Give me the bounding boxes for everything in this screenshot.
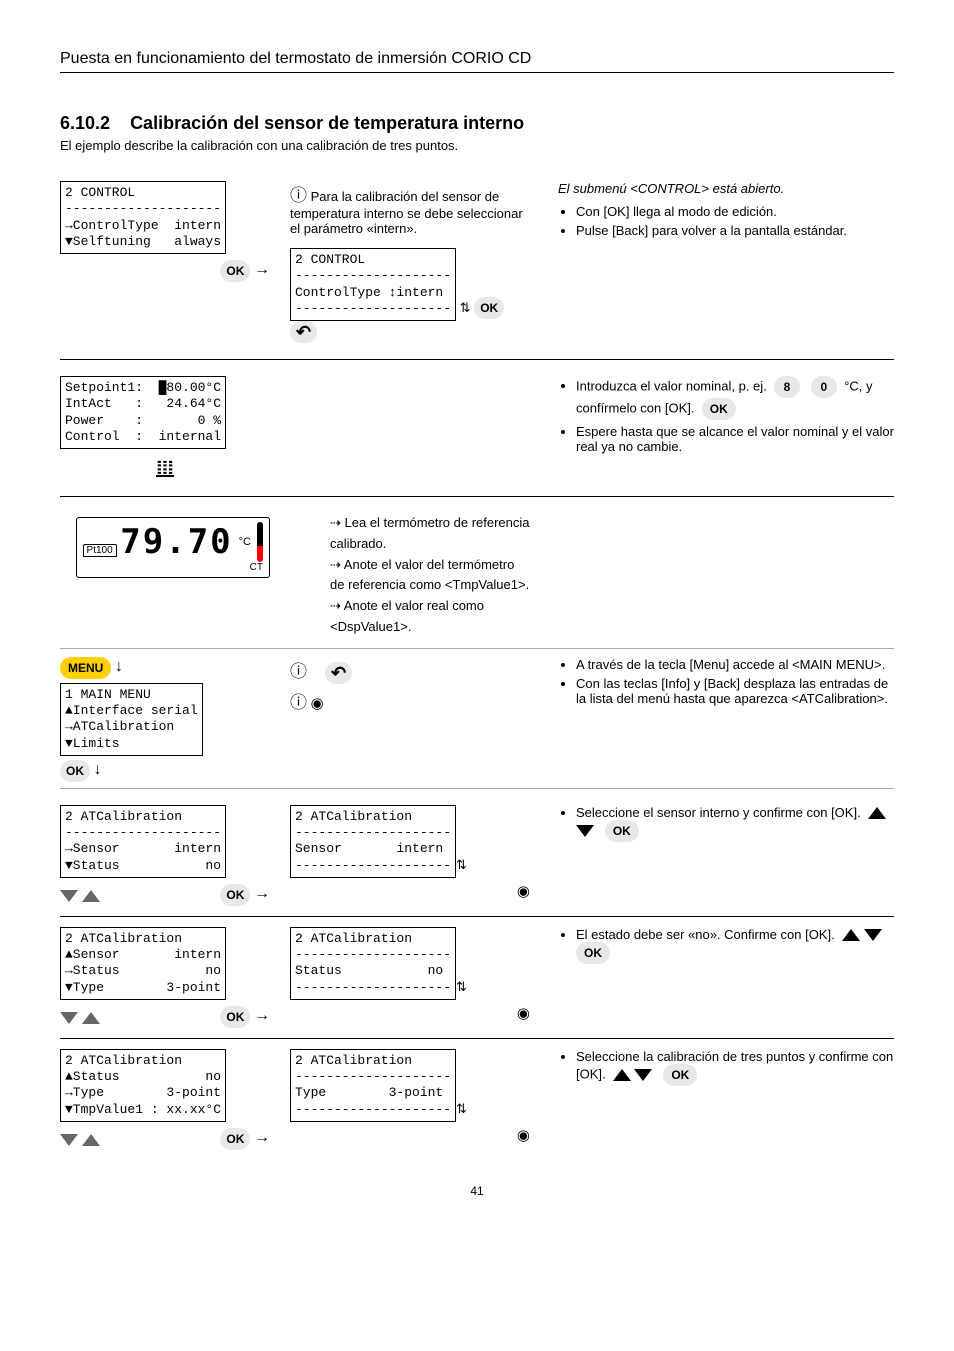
lcd-setpoint: Setpoint1: █80.00°C IntAct : 24.64°C Pow… (60, 376, 226, 449)
text: Introduzca el valor nominal, p. ej. (576, 378, 770, 393)
eye-icon (517, 884, 530, 899)
flicker-icon: ⇅ (456, 1102, 467, 1115)
up-triangle-icon (842, 929, 860, 941)
lcd-cal-left: 2 ATCalibration -------------------- →Se… (60, 805, 226, 878)
back-button[interactable]: ↶ (290, 321, 317, 343)
up-triangle-icon (82, 1134, 100, 1146)
seg-unit: °C (239, 536, 251, 548)
ok-button[interactable]: OK (60, 760, 90, 782)
ok-button[interactable]: OK (663, 1064, 697, 1086)
section-heading-block: 6.10.2 Calibración del sensor de tempera… (60, 113, 894, 153)
ok-button[interactable]: OK (576, 942, 610, 964)
eye-icon (517, 1128, 530, 1143)
list-item: Con las teclas [Info] y [Back] desplaza … (576, 676, 894, 706)
lcd-control-menu: 2 CONTROL -------------------- →ControlT… (60, 181, 226, 254)
lcd-main-menu: 1 MAIN MENU ▲Interface serial →ATCalibra… (60, 683, 203, 756)
cal-row: 2 ATCalibration ▲Status no →Type 3-point… (60, 1038, 894, 1160)
list-item: Espere hasta que se alcance el valor nom… (576, 424, 894, 454)
divider (60, 359, 894, 360)
list-item: Seleccione el sensor interno y confirme … (576, 805, 894, 842)
ok-button[interactable]: OK (702, 398, 736, 420)
down-triangle-icon (576, 825, 594, 837)
down-triangle-icon (864, 929, 882, 941)
divider (60, 496, 894, 497)
arrow-down-icon (115, 659, 123, 674)
ok-button[interactable]: OK (220, 1006, 250, 1028)
info-icon (290, 696, 307, 711)
ok-button[interactable]: OK (220, 1128, 250, 1150)
flicker-icon: ⇅ (460, 301, 471, 314)
divider (60, 788, 894, 789)
step2-bullets: Introduzca el valor nominal, p. ej. 8 0 … (558, 376, 894, 454)
back-button[interactable]: ↶ (325, 662, 352, 684)
digit-key-8[interactable]: 8 (774, 376, 800, 398)
pt100-label: Pt100 (83, 544, 117, 557)
down-triangle-icon (634, 1069, 652, 1081)
text: Anote el valor real como <DspValue1>. (330, 598, 484, 634)
calibration-rows: 2 ATCalibration -------------------- →Se… (60, 795, 894, 1160)
text (804, 378, 808, 393)
list-item: Con [OK] llega al modo de edición. (576, 204, 894, 219)
thermometer-icon (257, 522, 263, 562)
eye-icon (311, 696, 324, 711)
down-triangle-icon (60, 890, 78, 902)
text: Anote el valor del termómetro de referen… (330, 557, 529, 593)
lcd-cal-mid: 2 ATCalibration -------------------- Sta… (290, 927, 456, 1000)
ok-button[interactable]: OK (474, 297, 504, 319)
ok-button[interactable]: OK (220, 260, 250, 282)
arrow-right-icon (254, 1130, 270, 1145)
page-header: Puesta en funcionamiento del termostato … (60, 50, 894, 73)
reference-thermometer: Pt100 79.70 °C CT (76, 517, 270, 578)
arrow-right-icon (254, 886, 270, 901)
step1-bullets: Con [OK] llega al modo de edición. Pulse… (558, 204, 894, 238)
page-number: 41 (60, 1184, 894, 1198)
step-1-row: 2 CONTROL -------------------- →ControlT… (60, 171, 894, 353)
seg-value: 79.70 (120, 522, 232, 562)
up-triangle-icon (82, 1012, 100, 1024)
up-triangle-icon (613, 1069, 631, 1081)
heading-text: Calibración del sensor de temperatura in… (130, 113, 524, 133)
info-icon (290, 665, 307, 680)
eye-icon (517, 1006, 530, 1021)
list-item: Introduzca el valor nominal, p. ej. 8 0 … (576, 376, 894, 420)
cal-row: 2 ATCalibration ▲Sensor intern →Status n… (60, 916, 894, 1038)
lcd-cal-left: 2 ATCalibration ▲Status no →Type 3-point… (60, 1049, 226, 1122)
step1-info: Para la calibración del sensor de temper… (290, 189, 523, 236)
list-item: El estado debe ser «no». Confirme con [O… (576, 927, 894, 964)
ok-button[interactable]: OK (220, 884, 250, 906)
menu-step: MENU 1 MAIN MENU ▲Interface serial →ATCa… (60, 648, 894, 782)
flicker-icon: ⇅ (456, 858, 467, 871)
ok-button[interactable]: OK (605, 820, 639, 842)
ct-label: CT (83, 562, 263, 573)
instruction-lines: ⇢ Lea el termómetro de referencia calibr… (290, 513, 530, 638)
text: Lea el termómetro de referencia calibrad… (330, 515, 530, 551)
cal-row: 2 ATCalibration -------------------- →Se… (60, 795, 894, 916)
arrow-right-icon (254, 262, 270, 277)
list-item: A través de la tecla [Menu] accede al <M… (576, 657, 894, 672)
up-triangle-icon (868, 807, 886, 819)
heading-number: 6.10.2 (60, 113, 110, 133)
arrow-down-icon (94, 762, 102, 777)
lcd-control-edit: 2 CONTROL -------------------- ControlTy… (290, 248, 456, 321)
step-2-row: Setpoint1: █80.00°C IntAct : 24.64°C Pow… (60, 366, 894, 490)
down-triangle-icon (60, 1012, 78, 1024)
step-3-row: Pt100 79.70 °C CT ⇢ Lea el termómetro de… (60, 503, 894, 648)
list-item: Pulse [Back] para volver a la pantalla e… (576, 223, 894, 238)
heading-sub: El ejemplo describe la calibración con u… (60, 138, 894, 153)
page-title: Puesta en funcionamiento del termostato … (60, 50, 531, 67)
info-icon (290, 189, 307, 204)
lcd-cal-mid: 2 ATCalibration -------------------- Sen… (290, 805, 456, 878)
menu-button[interactable]: MENU (60, 657, 111, 679)
down-triangle-icon (60, 1134, 78, 1146)
flicker-icon: ⇅ (456, 980, 467, 993)
lcd-cal-left: 2 ATCalibration ▲Sensor intern →Status n… (60, 927, 226, 1000)
up-triangle-icon (82, 890, 100, 902)
digit-key-0[interactable]: 0 (811, 376, 837, 398)
step1-intro: El submenú <CONTROL> está abierto. (558, 181, 894, 196)
arrow-right-icon (254, 1008, 270, 1023)
list-item: Seleccione la calibración de tres puntos… (576, 1049, 894, 1086)
heat-icon: 𝍖 (60, 455, 270, 480)
lcd-cal-mid: 2 ATCalibration -------------------- Typ… (290, 1049, 456, 1122)
